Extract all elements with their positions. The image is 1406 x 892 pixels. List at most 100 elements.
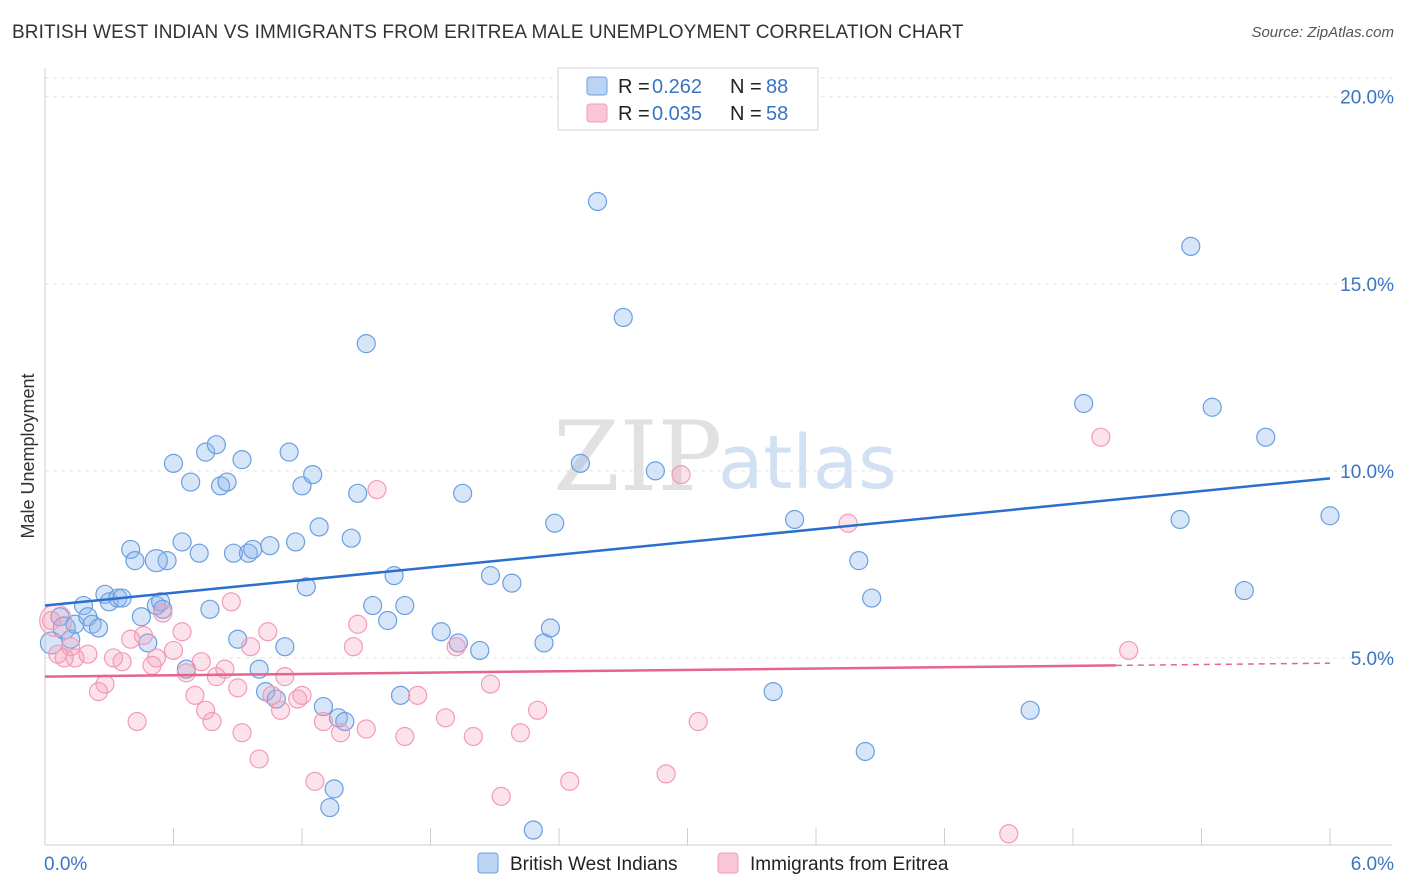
legend-n-value-blue: 88 <box>766 76 788 98</box>
blue-point-55 <box>363 595 383 616</box>
pink-point-44 <box>408 685 428 705</box>
blue-point-48 <box>320 797 340 818</box>
axes <box>44 68 1392 846</box>
blue-point-30 <box>217 472 237 492</box>
blue-point-66 <box>523 820 543 840</box>
watermark: ZIP atlas <box>553 401 897 513</box>
blue-point-15 <box>131 607 151 627</box>
pink-point-33 <box>275 667 295 687</box>
blue-point-25 <box>189 543 209 563</box>
blue-point-52 <box>341 528 361 548</box>
blue-point-75 <box>784 509 805 530</box>
blue-point-69 <box>545 513 565 533</box>
pink-trend-line-extension <box>1115 662 1331 667</box>
blue-point-65 <box>502 573 522 593</box>
pink-point-47 <box>463 726 483 747</box>
blue-point-60 <box>431 622 451 642</box>
blue-point-38 <box>260 536 280 556</box>
legend-n-label-blue: N = <box>730 76 762 98</box>
pink-point-41 <box>356 719 376 739</box>
y-tick-label-0: 5.0% <box>1351 649 1394 670</box>
pink-point-57 <box>999 824 1019 844</box>
pink-point-7 <box>95 674 115 694</box>
blue-point-13 <box>121 539 141 560</box>
blue-point-64 <box>480 566 501 586</box>
pink-point-10 <box>121 629 141 649</box>
pink-point-11 <box>127 711 147 732</box>
blue-point-22 <box>172 532 192 552</box>
pink-point-16 <box>163 640 184 661</box>
blue-point-24 <box>181 472 201 492</box>
blue-point-35 <box>243 539 263 560</box>
blue-point-62 <box>453 483 473 503</box>
pink-point-22 <box>202 711 222 732</box>
legend-bottom-label-blue: British West Indians <box>510 854 678 875</box>
pink-point-6 <box>88 681 109 702</box>
blue-point-8 <box>88 618 109 638</box>
blue-point-77 <box>855 741 875 762</box>
pink-trend-line <box>44 664 1116 678</box>
pink-point-3 <box>61 637 81 657</box>
pink-point-31 <box>262 685 282 705</box>
blue-point-53 <box>348 483 368 503</box>
pink-point-55 <box>688 711 708 732</box>
blue-point-80 <box>1074 393 1094 414</box>
blue-point-14 <box>125 551 145 571</box>
pink-point-14 <box>146 648 166 668</box>
blue-point-33 <box>232 450 252 470</box>
y-tick-labels: 5.0% 10.0% 15.0% 20.0% <box>1340 88 1394 670</box>
y-tick-label-2: 15.0% <box>1340 275 1394 296</box>
pink-point-52 <box>560 771 580 791</box>
pink-point-51 <box>527 700 548 720</box>
pink-point-46 <box>446 637 466 657</box>
blue-point-42 <box>285 532 306 552</box>
blue-point-76 <box>849 551 869 571</box>
data-points <box>39 191 1340 844</box>
blue-point-58 <box>390 685 411 705</box>
blue-point-78 <box>862 588 882 608</box>
pink-point-27 <box>232 723 252 743</box>
legend-top: R = 0.262 N = 88 R = 0.035 N = 58 <box>557 67 819 131</box>
pink-point-4 <box>65 648 85 668</box>
watermark-zip: ZIP <box>553 401 722 513</box>
pink-point-25 <box>221 592 241 612</box>
pink-point-12 <box>133 625 154 646</box>
pink-point-28 <box>241 637 261 657</box>
legend-swatch-pink <box>586 103 608 123</box>
watermark-atlas: atlas <box>718 420 897 506</box>
x-tick-label-max: 6.0% <box>1351 854 1394 875</box>
grid-lines <box>45 77 1392 659</box>
chart-title: BRITISH WEST INDIAN VS IMMIGRANTS FROM E… <box>12 22 964 43</box>
blue-point-28 <box>206 435 226 455</box>
x-tick-label-min: 0.0% <box>44 854 87 875</box>
pink-point-42 <box>367 479 387 500</box>
pink-point-17 <box>172 622 192 642</box>
legend-bottom-swatch-blue <box>477 852 499 874</box>
blue-point-68 <box>540 618 561 638</box>
pink-point-26 <box>228 678 248 698</box>
pink-point-45 <box>435 708 456 728</box>
pink-point-29 <box>249 749 269 769</box>
blue-point-54 <box>356 334 376 354</box>
legend-r-value-pink: 0.035 <box>652 103 702 125</box>
blue-point-21 <box>163 453 184 473</box>
legend-bottom-label-pink: Immigrants from Eritrea <box>750 854 949 875</box>
pink-point-2 <box>54 648 74 668</box>
blue-point-2 <box>52 616 76 640</box>
pink-point-56 <box>838 513 858 533</box>
blue-point-63 <box>470 640 490 661</box>
blue-point-47 <box>313 696 334 717</box>
y-axis-label: Male Unemployment <box>18 373 38 538</box>
blue-point-70 <box>570 453 591 473</box>
blue-point-72 <box>613 307 633 328</box>
blue-point-79 <box>1020 700 1040 720</box>
pink-point-40 <box>348 614 368 634</box>
pink-point-20 <box>191 652 211 672</box>
blue-point-84 <box>1234 580 1254 601</box>
pink-point-48 <box>480 674 501 694</box>
pink-point-49 <box>491 786 511 806</box>
blue-point-56 <box>378 610 398 631</box>
pink-point-large <box>39 603 73 638</box>
pink-point-5 <box>78 644 98 664</box>
y-tick-label-1: 10.0% <box>1340 462 1394 483</box>
